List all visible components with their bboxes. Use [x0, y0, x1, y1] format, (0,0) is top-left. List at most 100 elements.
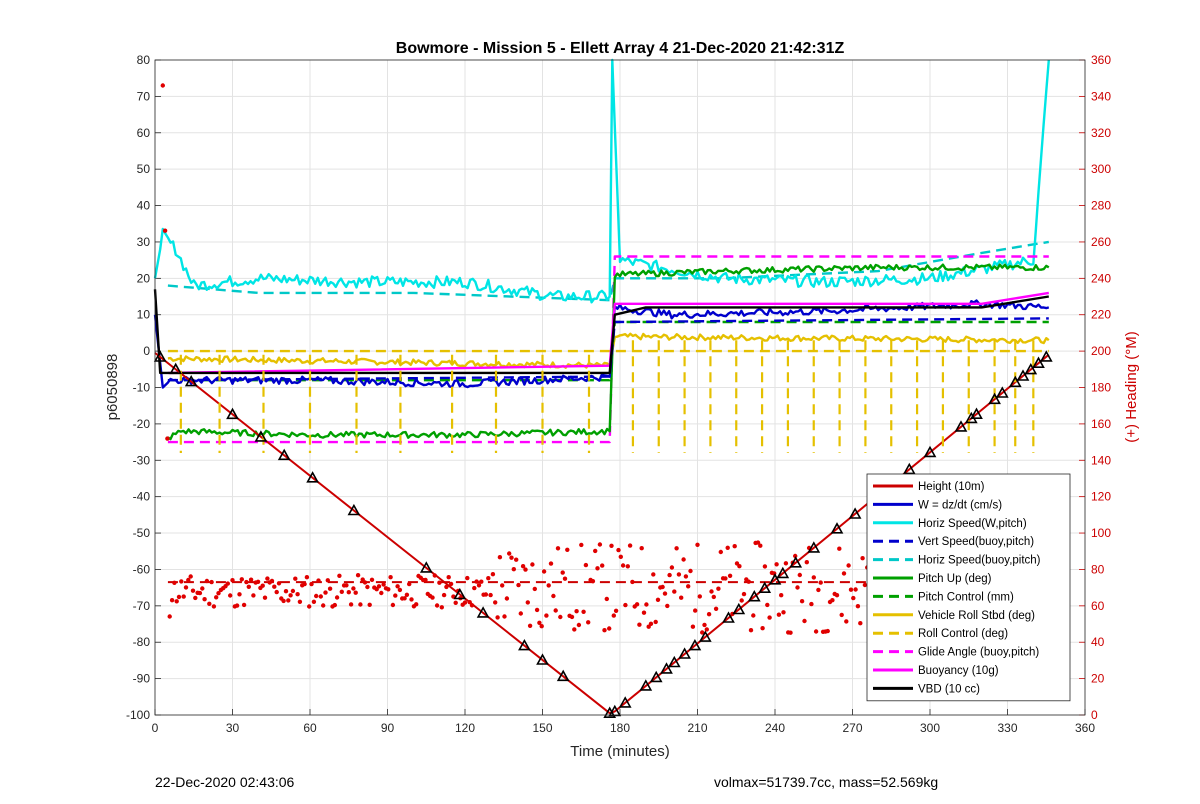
dive-markers: [153, 350, 1053, 718]
depth-marker: [608, 704, 622, 717]
heading-point: [839, 612, 844, 618]
heading-point: [683, 574, 689, 579]
heading-point: [239, 577, 244, 582]
heading-point: [314, 593, 319, 599]
heading-point: [737, 564, 742, 569]
heading-point: [565, 547, 570, 552]
depth-marker: [830, 522, 844, 534]
heading-point: [518, 611, 523, 616]
heading-point: [172, 580, 177, 585]
heading-point: [474, 579, 479, 584]
chart-title: Bowmore - Mission 5 - Ellett Array 4 21-…: [396, 40, 845, 57]
heading-point: [788, 630, 793, 635]
heading-point: [725, 545, 730, 550]
heading-point: [739, 598, 744, 603]
heading-point: [188, 574, 193, 579]
footer-volume-mass: volmax=51739.7cc, mass=52.569kg: [714, 774, 939, 790]
heading-point: [818, 580, 823, 585]
heading-point: [432, 573, 437, 578]
heading-point: [609, 543, 614, 548]
depth-marker: [649, 670, 663, 683]
x-tick-label: 0: [152, 721, 159, 735]
heading-point: [648, 621, 654, 626]
heading-point: [307, 604, 312, 609]
heading-point: [558, 614, 563, 620]
heading-point: [355, 573, 361, 578]
heading-point: [190, 588, 196, 593]
heading-point: [679, 595, 684, 600]
heading-point: [602, 628, 607, 633]
depth-marker: [536, 653, 549, 665]
y-tick-label: 60: [137, 126, 151, 140]
heading-point: [539, 624, 544, 629]
depth-marker: [1016, 369, 1030, 381]
heading-point: [407, 581, 412, 587]
heading-point: [444, 584, 449, 590]
heading-point: [434, 603, 440, 608]
depth-marker: [476, 606, 490, 618]
x-tick-label: 150: [532, 721, 552, 735]
depth-marker: [995, 386, 1009, 398]
series-buoyancy-10g: [167, 291, 1049, 375]
heading-point: [797, 572, 802, 578]
depth-marker: [789, 556, 803, 568]
heading-point: [244, 579, 249, 585]
heading-point: [309, 581, 314, 587]
heading-point: [669, 565, 675, 570]
heading-point: [616, 547, 621, 553]
heading-point: [423, 577, 428, 583]
heading-point: [193, 595, 198, 601]
legend-label: VBD (10 cc): [918, 683, 980, 695]
heading-point: [225, 581, 230, 586]
heading-point: [286, 598, 291, 603]
heading-point: [214, 595, 219, 600]
depth-marker: [639, 679, 653, 691]
depth-marker: [618, 696, 632, 708]
heading-point: [600, 563, 605, 568]
depth-marker: [153, 350, 167, 362]
heading-point: [741, 591, 747, 597]
heading-point: [165, 436, 170, 441]
depth-marker: [732, 602, 746, 615]
heading-point: [404, 592, 410, 597]
heading-point: [697, 594, 702, 599]
heading-point: [779, 593, 784, 598]
y2-tick-label: 0: [1091, 708, 1098, 722]
heading-point: [174, 599, 179, 604]
heading-point: [751, 613, 756, 618]
heading-point: [674, 546, 679, 551]
heading-point: [604, 596, 609, 602]
heading-point: [723, 576, 728, 581]
y-axis-label: p6050898: [104, 354, 121, 421]
heading-point: [472, 585, 477, 591]
heading-point: [448, 581, 454, 587]
x-tick-label: 60: [303, 721, 317, 735]
heading-point: [381, 582, 386, 587]
series-horiz-speed-w-pitch: [153, 58, 1050, 304]
heading-point: [765, 602, 770, 608]
heading-point: [527, 623, 533, 628]
heading-point: [362, 580, 368, 585]
y2-tick-label: 160: [1091, 417, 1111, 431]
series-vbd-10-cc: [153, 289, 1049, 375]
heading-point: [248, 577, 254, 582]
heading-point: [574, 609, 579, 614]
heading-point: [758, 543, 763, 548]
depth-marker: [776, 566, 790, 579]
heading-point: [437, 580, 442, 585]
heading-point: [690, 624, 696, 629]
depth-marker: [1039, 350, 1053, 362]
heading-point: [353, 590, 358, 595]
legend-box: [866, 473, 1071, 702]
heading-point: [204, 578, 210, 584]
y2-tick-label: 140: [1091, 453, 1111, 467]
y2-tick-label: 40: [1091, 635, 1105, 649]
depth-marker: [1024, 362, 1038, 375]
heading-point: [376, 584, 382, 589]
heading-point: [620, 563, 626, 568]
depth-marker: [184, 374, 198, 387]
legend: Height (10m) W = dz/dt (cm/s) Horiz Speed(…: [866, 473, 1071, 702]
heading-point: [295, 592, 300, 597]
heading-point: [676, 572, 682, 577]
y2-tick-label: 120: [1091, 490, 1111, 504]
